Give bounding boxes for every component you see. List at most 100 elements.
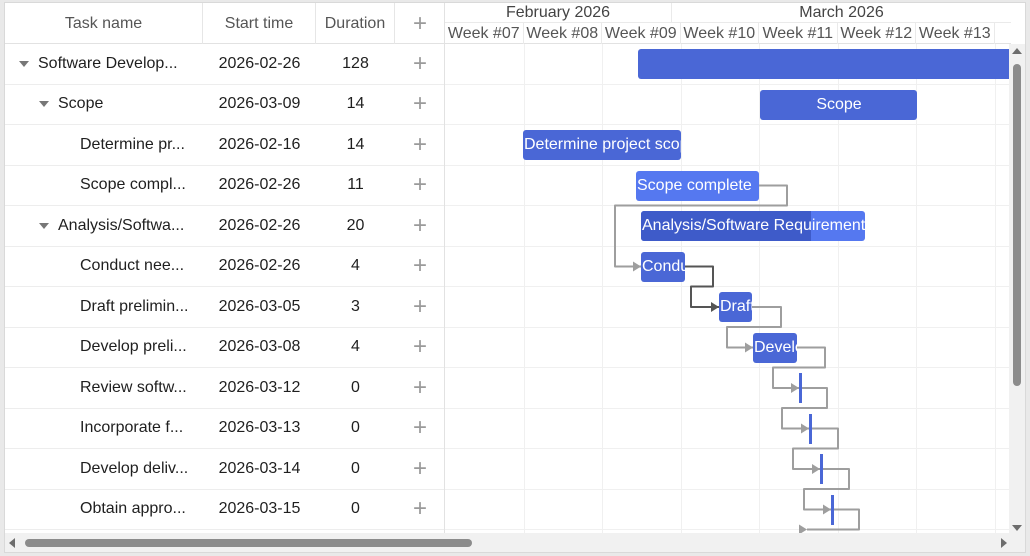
task-row[interactable]: Obtain appro... 2026-03-15 0 + bbox=[5, 490, 444, 530]
add-subtask-button[interactable]: + bbox=[395, 449, 444, 489]
column-header-task-name[interactable]: Task name bbox=[5, 3, 203, 44]
dependency-link[interactable] bbox=[685, 265, 719, 308]
task-name-cell: Scope compl... bbox=[5, 166, 203, 206]
plus-icon: + bbox=[412, 495, 427, 523]
add-subtask-button[interactable]: + bbox=[395, 125, 444, 165]
scroll-down-icon[interactable] bbox=[1012, 525, 1022, 531]
dependency-link[interactable] bbox=[726, 306, 782, 349]
task-duration-cell: 3 bbox=[351, 297, 360, 315]
task-bar-label: Scope bbox=[816, 95, 862, 113]
month-february: February 2026 bbox=[445, 3, 672, 23]
task-bar[interactable]: Conduct bbox=[641, 251, 685, 282]
week-gridline bbox=[994, 44, 996, 535]
add-subtask-button[interactable]: + bbox=[395, 44, 444, 84]
task-name-cell: Software Develop... bbox=[5, 44, 203, 84]
dependency-link[interactable] bbox=[792, 427, 839, 470]
task-start-cell: 2026-03-15 bbox=[218, 500, 301, 518]
scroll-right-icon[interactable] bbox=[1001, 538, 1007, 548]
week-gridline bbox=[916, 44, 917, 535]
add-task-button[interactable]: + bbox=[395, 3, 444, 44]
task-row[interactable]: Draft prelimin... 2026-03-05 3 + bbox=[5, 287, 444, 328]
timeline: February 2026 March 2026 Week #07 Week #0… bbox=[445, 3, 1011, 535]
task-row[interactable]: Software Develop... 2026-02-26 128 + bbox=[5, 44, 444, 85]
add-subtask-button[interactable]: + bbox=[395, 409, 444, 449]
dependency-link[interactable] bbox=[803, 468, 850, 511]
week-header: Week #13 bbox=[916, 23, 995, 44]
row-gridline bbox=[445, 245, 1011, 247]
milestone-marker[interactable] bbox=[831, 494, 834, 525]
task-start-cell: 2026-02-26 bbox=[218, 257, 301, 275]
task-bar[interactable]: Draft bbox=[719, 292, 752, 322]
horizontal-scroll-thumb[interactable] bbox=[25, 539, 472, 547]
task-row[interactable]: Develop preli... 2026-03-08 4 + bbox=[5, 328, 444, 368]
task-row[interactable]: Incorporate f... 2026-03-13 0 + bbox=[5, 409, 444, 449]
task-name: Determine pr... bbox=[80, 135, 185, 153]
grid-header: Task name Start time Duration + bbox=[5, 3, 444, 44]
task-start-cell: 2026-03-05 bbox=[218, 297, 301, 315]
task-row[interactable]: Review softw... 2026-03-12 0 + bbox=[5, 368, 444, 409]
add-subtask-button[interactable]: + bbox=[395, 490, 444, 530]
task-name-cell: Conduct nee... bbox=[5, 247, 203, 287]
task-bar-label: Scope complete bbox=[637, 176, 752, 194]
column-header-duration[interactable]: Duration bbox=[316, 3, 395, 44]
column-header-start-time[interactable]: Start time bbox=[203, 3, 316, 44]
add-subtask-button[interactable]: + bbox=[395, 166, 444, 206]
task-name-cell: Develop preli... bbox=[5, 328, 203, 368]
row-gridline bbox=[445, 367, 1011, 368]
link-arrowhead bbox=[711, 302, 719, 312]
task-start-cell: 2026-02-26 bbox=[218, 54, 301, 72]
add-subtask-button[interactable]: + bbox=[395, 206, 444, 246]
dependency-link[interactable] bbox=[781, 387, 828, 430]
task-row[interactable]: Analysis/Softwa... 2026-02-26 20 + bbox=[5, 206, 444, 247]
task-name: Analysis/Softwa... bbox=[58, 216, 185, 234]
task-row[interactable]: Determine pr... 2026-02-16 14 + bbox=[5, 125, 444, 166]
dependency-link[interactable] bbox=[614, 184, 788, 268]
add-subtask-button[interactable]: + bbox=[395, 328, 444, 368]
scroll-left-icon[interactable] bbox=[9, 538, 15, 548]
collapse-caret-icon[interactable] bbox=[19, 60, 29, 67]
vertical-scrollbar[interactable] bbox=[1009, 44, 1025, 535]
task-name-cell: Develop deliv... bbox=[5, 449, 203, 489]
week-gridline bbox=[523, 44, 525, 535]
task-bar[interactable]: Scope bbox=[760, 89, 917, 120]
week-gridline bbox=[759, 44, 760, 535]
vertical-scroll-thumb[interactable] bbox=[1013, 64, 1021, 386]
task-bar[interactable]: Scope complete bbox=[636, 170, 759, 201]
row-gridline bbox=[445, 488, 1011, 490]
task-row[interactable]: Scope compl... 2026-02-26 11 + bbox=[5, 166, 444, 206]
add-subtask-button[interactable]: + bbox=[395, 368, 444, 408]
row-gridline bbox=[445, 83, 1011, 85]
scroll-up-icon[interactable] bbox=[1012, 48, 1022, 54]
week-header: Week #10 bbox=[681, 23, 759, 44]
dependency-link[interactable] bbox=[772, 346, 826, 389]
collapse-caret-icon[interactable] bbox=[39, 101, 49, 108]
row-gridline bbox=[445, 164, 1011, 166]
plus-icon: + bbox=[412, 90, 427, 118]
week-header: Week #08 bbox=[524, 23, 602, 44]
add-subtask-button[interactable]: + bbox=[395, 247, 444, 287]
task-row[interactable]: Conduct nee... 2026-02-26 4 + bbox=[5, 247, 444, 287]
task-bar[interactable]: Determine project scope bbox=[523, 130, 681, 160]
gantt-chart: Task name Start time Duration + Software… bbox=[4, 2, 1026, 553]
link-arrowhead bbox=[791, 383, 799, 393]
task-bar[interactable]: Analysis/Software Requirements bbox=[641, 211, 865, 241]
week-gridline bbox=[837, 44, 839, 535]
plus-icon: + bbox=[412, 211, 427, 239]
task-bar-label: Determine project scope bbox=[524, 136, 681, 153]
task-name-cell: Draft prelimin... bbox=[5, 287, 203, 327]
task-duration-cell: 0 bbox=[351, 459, 360, 477]
add-subtask-button[interactable]: + bbox=[395, 287, 444, 327]
collapse-caret-icon[interactable] bbox=[39, 222, 49, 229]
task-row[interactable]: Scope 2026-03-09 14 + bbox=[5, 85, 444, 125]
add-subtask-button[interactable]: + bbox=[395, 85, 444, 125]
milestone-marker[interactable] bbox=[809, 413, 812, 444]
task-bar[interactable] bbox=[638, 49, 1011, 79]
task-bar[interactable]: Develop bbox=[753, 332, 797, 363]
task-row[interactable]: Develop deliv... 2026-03-14 0 + bbox=[5, 449, 444, 490]
milestone-marker[interactable] bbox=[820, 454, 823, 484]
task-name: Draft prelimin... bbox=[80, 297, 189, 315]
horizontal-scrollbar[interactable] bbox=[5, 533, 1025, 552]
week-header: W bbox=[995, 23, 1012, 44]
dependency-link[interactable] bbox=[807, 508, 860, 531]
milestone-marker[interactable] bbox=[799, 373, 802, 403]
